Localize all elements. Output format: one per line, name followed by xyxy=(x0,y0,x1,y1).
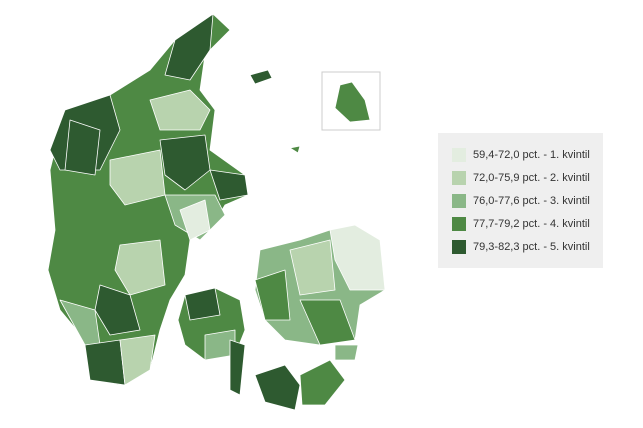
legend-label: 72,0-75,9 pct. - 2. kvintil xyxy=(473,172,590,184)
legend-swatch xyxy=(452,194,466,208)
region xyxy=(329,224,386,291)
region xyxy=(119,334,156,386)
region xyxy=(254,269,291,321)
region xyxy=(109,149,166,206)
region xyxy=(334,344,359,361)
region xyxy=(254,364,301,411)
region xyxy=(149,89,211,131)
region xyxy=(64,119,101,176)
legend: 59,4-72,0 pct. - 1. kvintil 72,0-75,9 pct… xyxy=(452,148,590,254)
legend-swatch xyxy=(452,217,466,231)
region xyxy=(179,199,211,241)
region xyxy=(159,134,211,191)
region xyxy=(164,13,214,81)
legend-swatch xyxy=(452,171,466,185)
region xyxy=(299,359,346,406)
region xyxy=(299,299,356,346)
region xyxy=(334,81,371,123)
region xyxy=(94,284,141,336)
legend-swatch xyxy=(452,240,466,254)
region xyxy=(289,239,336,296)
legend-label: 77,7-79,2 pct. - 4. kvintil xyxy=(473,218,590,230)
region xyxy=(114,239,166,296)
legend-label: 79,3-82,3 pct. - 5. kvintil xyxy=(473,241,590,253)
region xyxy=(209,169,249,201)
region xyxy=(184,287,221,321)
region xyxy=(229,339,246,396)
legend-label: 76,0-77,6 pct. - 3. kvintil xyxy=(473,195,590,207)
region xyxy=(289,145,301,154)
legend-swatch xyxy=(452,148,466,162)
denmark-map xyxy=(47,13,386,411)
legend-label: 59,4-72,0 pct. - 1. kvintil xyxy=(473,149,590,161)
region xyxy=(84,339,126,386)
region xyxy=(249,69,273,85)
